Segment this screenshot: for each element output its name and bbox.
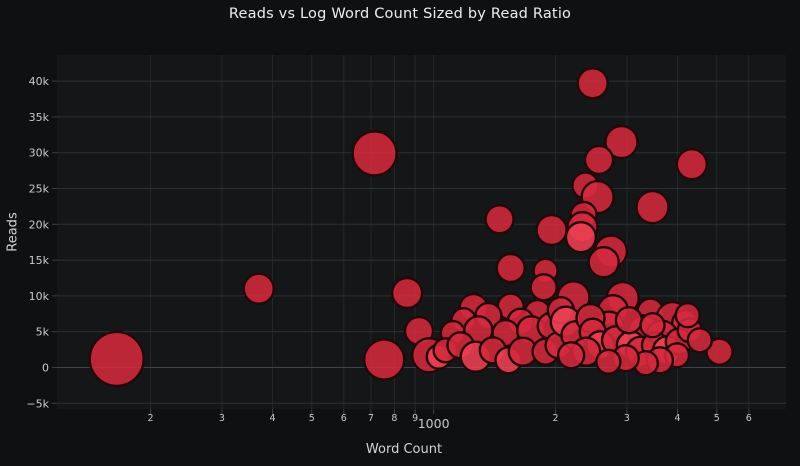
x-tick-label: 3 bbox=[624, 413, 630, 424]
chart-title: Reads vs Log Word Count Sized by Read Ra… bbox=[228, 6, 572, 22]
x-axis-title: Word Count bbox=[365, 442, 443, 457]
bubble[interactable] bbox=[686, 327, 713, 354]
bubble[interactable] bbox=[529, 273, 558, 302]
x-tick-label: 6 bbox=[341, 413, 347, 424]
bubble[interactable] bbox=[576, 67, 609, 100]
bubble[interactable] bbox=[639, 312, 666, 339]
bubble[interactable] bbox=[390, 276, 424, 310]
bubble[interactable] bbox=[635, 189, 670, 225]
y-axis-title: Reads bbox=[5, 212, 21, 252]
bubble[interactable] bbox=[495, 252, 526, 284]
bubble[interactable] bbox=[604, 124, 639, 160]
x-tick-label: 6 bbox=[746, 413, 752, 424]
y-tick-label: 0 bbox=[42, 361, 49, 374]
bubble[interactable] bbox=[587, 246, 620, 279]
y-tick-label: 25k bbox=[29, 183, 50, 196]
x-tick-label: 4 bbox=[674, 413, 680, 424]
bubble[interactable] bbox=[674, 302, 701, 329]
x-tick-label: 4 bbox=[269, 413, 275, 424]
x-tick-label: 5 bbox=[714, 413, 720, 424]
bubble[interactable] bbox=[88, 330, 145, 388]
bubble[interactable] bbox=[564, 220, 598, 254]
x-tick-label: 7 bbox=[368, 413, 374, 424]
y-tick-label: 15k bbox=[29, 254, 50, 267]
x-tick-label: 3 bbox=[219, 413, 225, 424]
bubble[interactable] bbox=[556, 341, 586, 370]
bubble[interactable] bbox=[535, 213, 568, 247]
y-tick-label: 35k bbox=[29, 111, 50, 124]
bubble[interactable] bbox=[675, 147, 708, 181]
bubble[interactable] bbox=[242, 272, 275, 305]
bubble[interactable] bbox=[614, 306, 644, 335]
x-tick-label: 2 bbox=[148, 413, 154, 424]
x-tick-label: 1000 bbox=[418, 416, 450, 431]
y-tick-label: 40k bbox=[29, 75, 50, 88]
bubble[interactable] bbox=[484, 204, 515, 235]
bubble[interactable] bbox=[583, 144, 615, 176]
x-tick-label: 5 bbox=[309, 413, 315, 424]
y-tick-label: −5k bbox=[26, 397, 49, 410]
bubble[interactable] bbox=[705, 337, 734, 366]
x-tick-label: 8 bbox=[391, 413, 397, 424]
x-tick-label: 9 bbox=[412, 413, 418, 424]
y-tick-label: 10k bbox=[29, 290, 50, 303]
x-tick-label: 2 bbox=[553, 413, 559, 424]
y-tick-label: 30k bbox=[29, 147, 50, 160]
y-tick-label: 20k bbox=[29, 218, 50, 231]
y-tick-label: 5k bbox=[36, 326, 50, 339]
bubble[interactable] bbox=[363, 338, 406, 381]
bubble[interactable] bbox=[351, 130, 398, 177]
bubble[interactable] bbox=[595, 348, 622, 375]
